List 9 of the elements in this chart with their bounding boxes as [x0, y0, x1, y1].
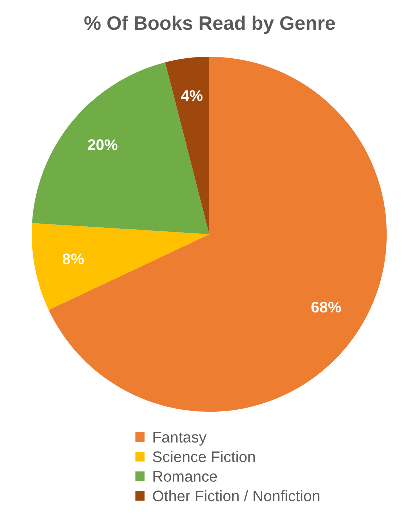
legend-label: Romance: [154, 471, 218, 482]
data-label: 20%: [88, 140, 118, 150]
chart-title: % Of Books Read by Genre: [84, 16, 336, 34]
data-label: 68%: [312, 302, 342, 313]
legend-label: Other Fiction / Nonfiction: [153, 490, 320, 502]
legend-label: Fantasy: [154, 432, 207, 446]
data-label: 4%: [181, 90, 203, 102]
legend-label: Science Fiction: [153, 451, 256, 462]
data-label: 8%: [62, 254, 84, 265]
